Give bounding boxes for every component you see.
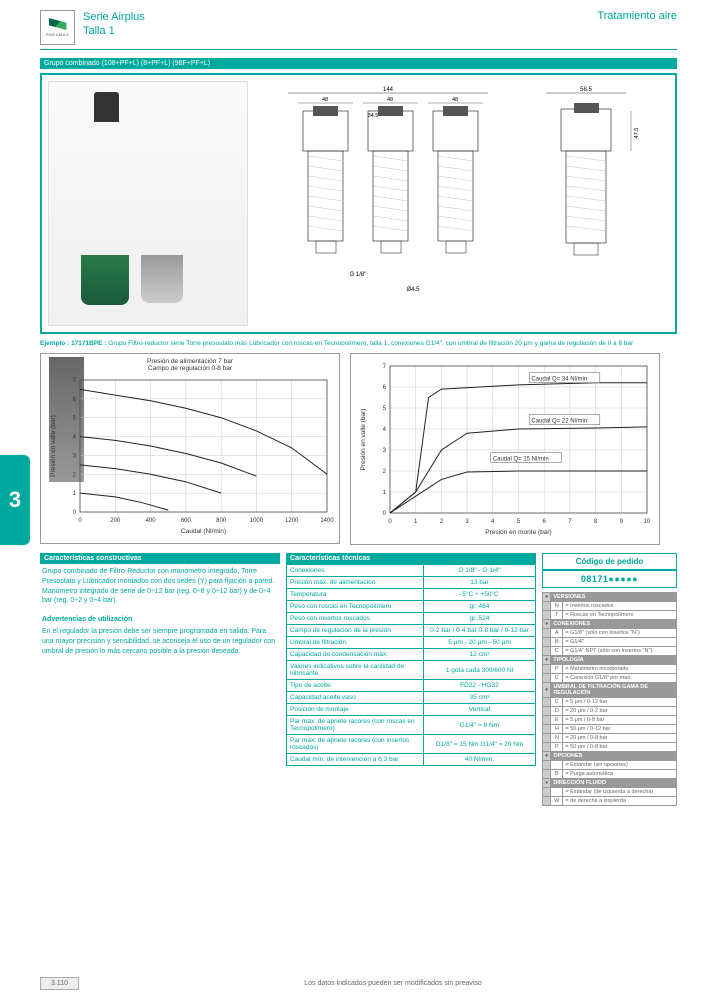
svg-text:1200: 1200 — [285, 518, 299, 524]
svg-text:6: 6 — [543, 519, 547, 525]
section-bar: Grupo combinado (108+PF+L) (8+PF+L) (98F… — [40, 58, 677, 69]
svg-text:600: 600 — [181, 518, 192, 524]
category-title: Tratamiento aire — [597, 10, 677, 22]
svg-text:9: 9 — [620, 519, 624, 525]
svg-text:Ø4.5: Ø4.5 — [406, 287, 420, 293]
svg-text:1400: 1400 — [320, 518, 334, 524]
page-number: 3.110 — [40, 977, 79, 990]
page-footer: 3.110 Los datos indicados pueden ser mod… — [40, 977, 677, 990]
order-code-head: Código de pedido — [542, 553, 677, 570]
svg-text:400: 400 — [146, 518, 157, 524]
constructive-text: Grupo combinado de Filtro-Reductor con m… — [40, 564, 280, 609]
svg-text:1: 1 — [73, 491, 77, 497]
svg-text:0: 0 — [73, 510, 77, 516]
svg-text:G 1/8": G 1/8" — [350, 272, 367, 278]
svg-text:3: 3 — [465, 519, 469, 525]
order-code-value: 08171●●●●● — [542, 570, 677, 588]
svg-text:Caudal Q= 34 Nl/min: Caudal Q= 34 Nl/min — [531, 377, 587, 383]
svg-text:6: 6 — [73, 397, 77, 403]
svg-text:48: 48 — [452, 97, 458, 103]
brand-logo: PNEUMAX — [40, 10, 75, 45]
svg-text:Presión en monte (bar): Presión en monte (bar) — [485, 529, 551, 536]
svg-text:34.5: 34.5 — [368, 113, 379, 119]
svg-text:Caudal Q= 15 Nl/min: Caudal Q= 15 Nl/min — [493, 457, 549, 463]
svg-text:4: 4 — [73, 435, 77, 441]
svg-text:48: 48 — [322, 97, 328, 103]
footer-note: Los datos indicados pueden ser modificad… — [109, 980, 677, 987]
svg-text:144: 144 — [383, 87, 394, 93]
svg-text:Presión en valle (bar): Presión en valle (bar) — [50, 415, 57, 477]
constructive-head: Características constructivas — [40, 553, 280, 564]
svg-text:47.5: 47.5 — [634, 128, 640, 139]
svg-text:4: 4 — [491, 519, 495, 525]
svg-text:8: 8 — [594, 519, 598, 525]
product-photo — [48, 81, 248, 326]
svg-text:6: 6 — [383, 385, 387, 391]
product-box: 144 48 48 48 G 1/8" Ø4.5 34.5 58.5 47.5 — [40, 73, 677, 334]
svg-text:2: 2 — [73, 472, 77, 478]
flow-chart: Presión de alimentación 7 bar Campo de r… — [40, 353, 340, 544]
svg-text:5: 5 — [73, 416, 77, 422]
svg-text:7: 7 — [568, 519, 572, 525]
svg-text:2: 2 — [383, 469, 387, 475]
tech-head: Características técnicas — [286, 553, 536, 564]
svg-text:0: 0 — [388, 519, 392, 525]
svg-text:1: 1 — [414, 519, 418, 525]
example-note: Ejemplo : 17171BPE : Grupo Filtro-reduct… — [40, 340, 677, 347]
svg-text:1: 1 — [383, 490, 387, 496]
warning-head: Advertencias de utilización — [40, 615, 280, 624]
warning-text: En el regulador la presión debe ser siem… — [40, 624, 280, 659]
svg-text:5: 5 — [517, 519, 521, 525]
svg-text:5: 5 — [383, 406, 387, 412]
svg-text:4: 4 — [383, 427, 387, 433]
technical-drawing: 144 48 48 48 G 1/8" Ø4.5 34.5 58.5 47.5 — [258, 81, 669, 326]
spec-table: ConexionesG 1/8" - G 1/4"Presión máx. de… — [286, 564, 536, 766]
svg-text:800: 800 — [216, 518, 227, 524]
svg-text:58.5: 58.5 — [580, 87, 592, 93]
svg-text:0: 0 — [78, 518, 82, 524]
svg-text:0: 0 — [383, 511, 387, 517]
chapter-tab: 3 — [0, 455, 30, 545]
svg-text:7: 7 — [383, 364, 387, 370]
svg-text:2: 2 — [440, 519, 444, 525]
regulation-chart: 0 1 2 3 4 5 6 7 8 9 10 0 1 2 3 4 5 6 7 Presión en monte (ba… — [350, 353, 660, 545]
svg-text:3: 3 — [383, 448, 387, 454]
svg-text:7: 7 — [73, 378, 77, 384]
series-title: Serie Airplus — [83, 10, 145, 24]
size-title: Talla 1 — [83, 24, 145, 38]
svg-text:3: 3 — [73, 453, 77, 459]
svg-text:200: 200 — [110, 518, 121, 524]
page-header: PNEUMAX Serie Airplus Talla 1 Tratamient… — [40, 10, 677, 50]
svg-text:Caudal Q= 22 Nl/min: Caudal Q= 22 Nl/min — [531, 419, 587, 425]
svg-text:Caudal (Nl/min): Caudal (Nl/min) — [181, 528, 226, 535]
options-table: ●VERSIONESN= Insertos roscadosT= Roscas … — [542, 592, 677, 806]
svg-text:Presión en valle (bar): Presión en valle (bar) — [360, 409, 367, 471]
svg-text:1000: 1000 — [250, 518, 264, 524]
svg-text:48: 48 — [387, 97, 393, 103]
svg-text:10: 10 — [644, 519, 651, 525]
